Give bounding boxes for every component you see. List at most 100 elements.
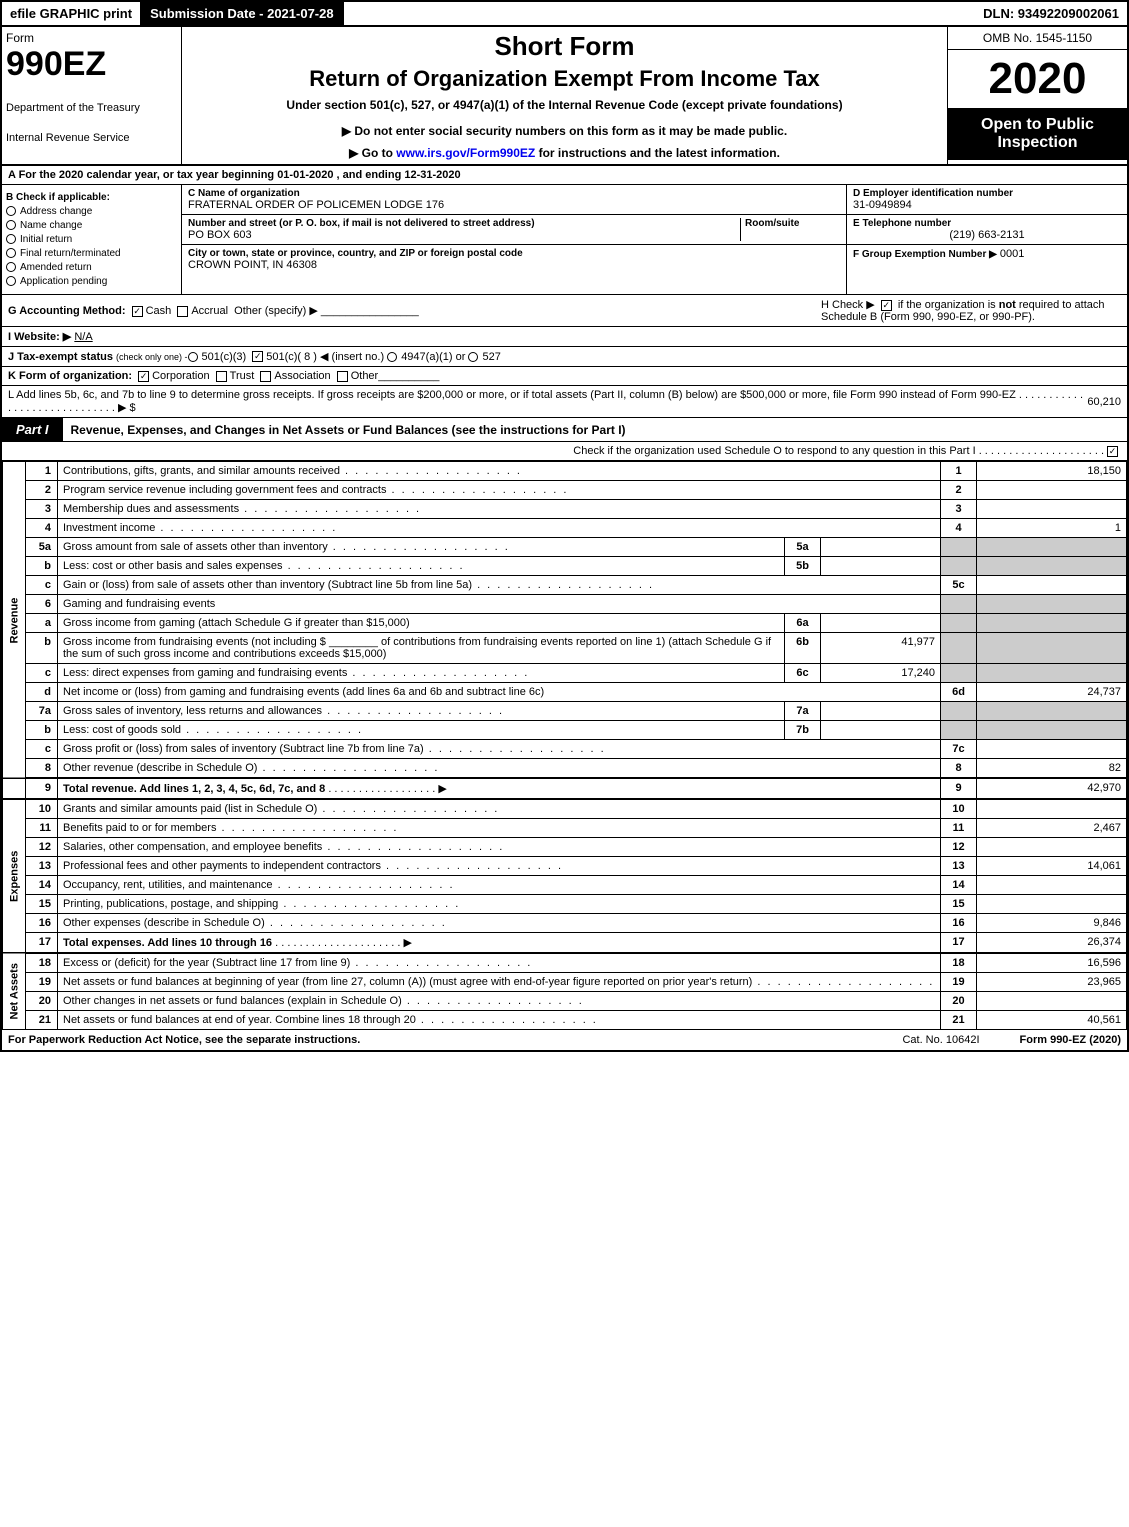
row-11: 11Benefits paid to or for members112,467 — [3, 819, 1127, 838]
ein: 31-0949894 — [853, 199, 1121, 211]
row-7b: bLess: cost of goods sold7b — [3, 721, 1127, 740]
chk-501c3[interactable] — [188, 352, 198, 362]
row-6: 6Gaming and fundraising events — [3, 595, 1127, 614]
street: PO BOX 603 — [188, 229, 740, 241]
line-l-text: L Add lines 5b, 6c, and 7b to line 9 to … — [8, 389, 1084, 414]
paperwork-notice: For Paperwork Reduction Act Notice, see … — [8, 1034, 360, 1046]
city: CROWN POINT, IN 46308 — [188, 259, 840, 271]
row-6a: aGross income from gaming (attach Schedu… — [3, 614, 1127, 633]
dln: DLN: 93492209002061 — [975, 2, 1127, 25]
row-3: 3Membership dues and assessments3 — [3, 500, 1127, 519]
form-number: 990EZ — [6, 45, 177, 84]
phone-cell: E Telephone number (219) 663-2131 — [847, 215, 1127, 245]
row-1: Revenue 1 Contributions, gifts, grants, … — [3, 462, 1127, 481]
line-g-label: G Accounting Method: — [8, 305, 126, 317]
row-17: 17Total expenses. Add lines 10 through 1… — [3, 933, 1127, 954]
part1-checknote: Check if the organization used Schedule … — [2, 442, 1127, 461]
row-2: 2Program service revenue including gover… — [3, 481, 1127, 500]
street-label: Number and street (or P. O. box, if mail… — [188, 218, 740, 229]
city-cell: City or town, state or province, country… — [182, 245, 846, 274]
chk-initial-return[interactable]: Initial return — [6, 234, 177, 245]
line-h: H Check ▶ ✓ if the organization is not r… — [821, 298, 1121, 323]
line-i: I Website: ▶ N/A — [2, 327, 1127, 347]
row-7c: cGross profit or (loss) from sales of in… — [3, 740, 1127, 759]
chk-schedule-b[interactable]: ✓ — [881, 300, 892, 311]
chk-name-change[interactable]: Name change — [6, 220, 177, 231]
row-14: 14Occupancy, rent, utilities, and mainte… — [3, 876, 1127, 895]
phone-label: E Telephone number — [853, 218, 1121, 229]
form-page: efile GRAPHIC print Submission Date - 20… — [0, 0, 1129, 1052]
submission-date: Submission Date - 2021-07-28 — [140, 2, 344, 25]
blocks-b-c-def: B Check if applicable: Address change Na… — [2, 185, 1127, 295]
line-j: J Tax-exempt status (check only one) - 5… — [2, 347, 1127, 367]
line-k: K Form of organization: ✓Corporation Tru… — [2, 367, 1127, 386]
row-5b: bLess: cost or other basis and sales exp… — [3, 557, 1127, 576]
street-cell: Number and street (or P. O. box, if mail… — [182, 215, 846, 245]
ssn-note: ▶ Do not enter social security numbers o… — [186, 124, 943, 138]
org-name-label: C Name of organization — [188, 188, 840, 199]
row-5c: cGain or (loss) from sale of assets othe… — [3, 576, 1127, 595]
chk-assoc[interactable] — [260, 371, 271, 382]
go-pre: ▶ Go to — [349, 146, 396, 160]
chk-527[interactable] — [468, 352, 478, 362]
dept-irs: Internal Revenue Service — [6, 132, 177, 144]
chk-trust[interactable] — [216, 371, 227, 382]
row-12: 12Salaries, other compensation, and empl… — [3, 838, 1127, 857]
row-16: 16Other expenses (describe in Schedule O… — [3, 914, 1127, 933]
chk-application-pending[interactable]: Application pending — [6, 276, 177, 287]
chk-4947[interactable] — [387, 352, 397, 362]
page-footer: For Paperwork Reduction Act Notice, see … — [2, 1030, 1127, 1050]
header-center: Short Form Return of Organization Exempt… — [182, 27, 947, 164]
chk-cash[interactable]: ✓ — [132, 306, 143, 317]
topbar: efile GRAPHIC print Submission Date - 20… — [2, 2, 1127, 27]
block-def: D Employer identification number 31-0949… — [847, 185, 1127, 294]
row-15: 15Printing, publications, postage, and s… — [3, 895, 1127, 914]
go-post: for instructions and the latest informat… — [535, 146, 780, 160]
row-6c: cLess: direct expenses from gaming and f… — [3, 664, 1127, 683]
row-19: 19Net assets or fund balances at beginni… — [3, 973, 1127, 992]
goto-note: ▶ Go to www.irs.gov/Form990EZ for instru… — [186, 146, 943, 160]
row-4: 4Investment income41 — [3, 519, 1127, 538]
block-b: B Check if applicable: Address change Na… — [2, 185, 182, 294]
row-9: 9Total revenue. Add lines 1, 2, 3, 4, 5c… — [3, 778, 1127, 799]
line-k-label: K Form of organization: — [8, 370, 132, 382]
group-exemption-label: F Group Exemption Number ▶ — [853, 249, 997, 260]
irs-link[interactable]: www.irs.gov/Form990EZ — [396, 146, 535, 160]
efile-label: efile GRAPHIC print — [2, 2, 140, 25]
under-section: Under section 501(c), 527, or 4947(a)(1)… — [186, 98, 943, 112]
line-g: G Accounting Method: ✓Cash Accrual Other… — [8, 304, 419, 317]
row-g-h: G Accounting Method: ✓Cash Accrual Other… — [2, 295, 1127, 327]
row-7a: 7aGross sales of inventory, less returns… — [3, 702, 1127, 721]
line-j-label: J Tax-exempt status — [8, 351, 113, 363]
chk-accrual[interactable] — [177, 306, 188, 317]
chk-501c[interactable]: ✓ — [252, 351, 263, 362]
ein-cell: D Employer identification number 31-0949… — [847, 185, 1127, 215]
part1-table: Revenue 1 Contributions, gifts, grants, … — [2, 461, 1127, 1030]
part1-title: Revenue, Expenses, and Changes in Net As… — [63, 419, 634, 441]
chk-schedule-o[interactable]: ✓ — [1107, 446, 1118, 457]
phone: (219) 663-2131 — [853, 229, 1121, 241]
org-name: FRATERNAL ORDER OF POLICEMEN LODGE 176 — [188, 199, 840, 211]
open-inspection: Open to Public Inspection — [948, 108, 1127, 160]
row-5a: 5aGross amount from sale of assets other… — [3, 538, 1127, 557]
row-20: 20Other changes in net assets or fund ba… — [3, 992, 1127, 1011]
tax-period: A For the 2020 calendar year, or tax yea… — [2, 166, 1127, 185]
line-l-amt: 60,210 — [1087, 396, 1121, 408]
group-exemption-cell: F Group Exemption Number ▶ 0001 — [847, 245, 1127, 263]
form-word: Form — [6, 31, 177, 45]
chk-corp[interactable]: ✓ — [138, 371, 149, 382]
chk-final-return[interactable]: Final return/terminated — [6, 248, 177, 259]
header-right: OMB No. 1545-1150 2020 Open to Public In… — [947, 27, 1127, 164]
dept-treasury: Department of the Treasury — [6, 102, 177, 114]
chk-other-org[interactable] — [337, 371, 348, 382]
header-left: Form 990EZ Department of the Treasury In… — [2, 27, 182, 164]
row-13: 13Professional fees and other payments t… — [3, 857, 1127, 876]
short-form-title: Short Form — [186, 31, 943, 62]
sidelabel-expenses: Expenses — [3, 799, 26, 953]
form-header: Form 990EZ Department of the Treasury In… — [2, 27, 1127, 166]
chk-amended[interactable]: Amended return — [6, 262, 177, 273]
chk-address-change[interactable]: Address change — [6, 206, 177, 217]
row-18: Net Assets 18Excess or (deficit) for the… — [3, 953, 1127, 973]
room-label: Room/suite — [745, 218, 840, 229]
return-title: Return of Organization Exempt From Incom… — [186, 66, 943, 92]
